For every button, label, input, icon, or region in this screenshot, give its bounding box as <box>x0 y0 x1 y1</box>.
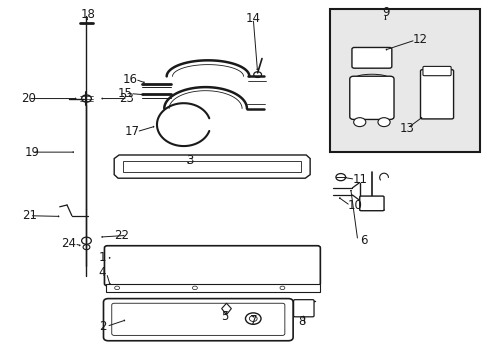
Text: 12: 12 <box>412 33 427 46</box>
Text: 11: 11 <box>352 173 367 186</box>
Text: 7: 7 <box>249 314 257 327</box>
Text: 21: 21 <box>22 209 37 222</box>
FancyBboxPatch shape <box>420 69 453 119</box>
Ellipse shape <box>355 74 387 81</box>
FancyBboxPatch shape <box>104 246 320 286</box>
Text: 6: 6 <box>359 234 366 247</box>
Text: 16: 16 <box>122 73 138 86</box>
Text: 23: 23 <box>119 92 134 105</box>
FancyBboxPatch shape <box>103 298 292 341</box>
Text: 10: 10 <box>347 199 362 212</box>
FancyBboxPatch shape <box>422 66 450 76</box>
FancyBboxPatch shape <box>351 48 391 68</box>
Text: 15: 15 <box>118 87 133 100</box>
FancyBboxPatch shape <box>349 76 393 120</box>
Text: 13: 13 <box>399 122 414 135</box>
Polygon shape <box>114 155 309 178</box>
Bar <box>329 9 479 152</box>
Text: 8: 8 <box>298 315 305 328</box>
Text: 1: 1 <box>99 251 106 264</box>
Text: 14: 14 <box>245 12 260 25</box>
FancyBboxPatch shape <box>293 300 313 317</box>
Ellipse shape <box>353 118 365 127</box>
Polygon shape <box>221 303 231 315</box>
Text: 3: 3 <box>186 154 193 167</box>
Ellipse shape <box>377 118 389 127</box>
FancyBboxPatch shape <box>359 196 383 211</box>
Text: 2: 2 <box>99 320 106 333</box>
Text: 17: 17 <box>124 125 139 138</box>
Text: 19: 19 <box>24 146 40 159</box>
Bar <box>106 284 319 292</box>
Text: 9: 9 <box>381 6 388 19</box>
Text: 5: 5 <box>221 310 228 323</box>
Text: 4: 4 <box>99 266 106 279</box>
Text: 22: 22 <box>114 229 129 242</box>
Text: 24: 24 <box>61 237 76 250</box>
Text: 20: 20 <box>20 92 36 105</box>
Text: 18: 18 <box>81 9 95 22</box>
